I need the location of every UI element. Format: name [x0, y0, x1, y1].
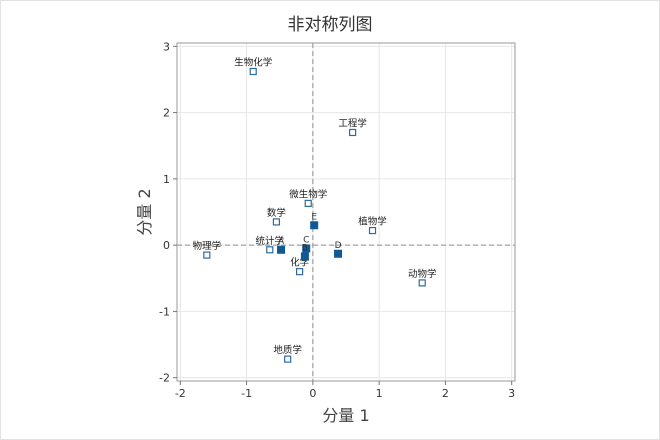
group-label: A: [278, 237, 285, 247]
y-tick-label: -1: [159, 305, 170, 318]
x-tick-label: 0: [309, 387, 316, 400]
x-tick-label: 2: [442, 387, 449, 400]
point-label: 统计学: [256, 235, 285, 247]
point-label: 微生物学: [289, 188, 327, 200]
point-marker: [272, 218, 281, 226]
x-tick-label: -2: [175, 387, 186, 400]
point-marker: [266, 246, 274, 254]
reference-lines: [177, 43, 515, 381]
point-marker: [368, 226, 377, 235]
group-label: B: [302, 243, 308, 253]
group-label: D: [335, 241, 342, 251]
x-axis-title: 分量 1: [322, 406, 369, 425]
y-tick-label: 3: [163, 40, 170, 53]
grid-lines: [177, 43, 515, 381]
y-tick-label: -2: [159, 372, 170, 385]
x-tick-label: 1: [376, 387, 383, 400]
y-tick-label: 1: [163, 173, 170, 186]
group-marker: [302, 244, 311, 253]
chart-title: 非对称列图: [287, 15, 373, 35]
group-marker: [334, 249, 343, 258]
point-label: 生物化学: [234, 56, 272, 68]
point-marker: [418, 279, 426, 287]
point-label: 植物学: [358, 216, 387, 228]
axis-ticks: -2 -1 0 1 2 3 -2 -1 0 1 2 3: [159, 40, 515, 400]
y-axis-title: 分量 2: [135, 188, 154, 235]
y-tick-label: 2: [163, 107, 170, 120]
plot-area: [176, 42, 516, 382]
group-label: C: [303, 235, 309, 245]
point-label: 数学: [267, 207, 286, 219]
group-marker: [277, 245, 286, 254]
point-marker: [304, 199, 312, 207]
y-tick-label: 0: [163, 239, 170, 252]
point-label: 动物学: [408, 268, 437, 280]
point-label: 工程学: [338, 117, 367, 129]
point-label: 地质学: [273, 344, 302, 356]
point-marker: [296, 268, 304, 276]
point-marker: [284, 355, 292, 363]
group-marker: [310, 221, 319, 230]
point-marker: [249, 67, 257, 76]
x-tick-label: -1: [241, 387, 252, 400]
point-label: 物理学: [193, 240, 222, 252]
group-label: E: [311, 212, 317, 222]
group-marker: [300, 252, 309, 261]
point-marker: [203, 251, 211, 259]
x-tick-label: 3: [508, 387, 515, 400]
point-marker: [349, 128, 357, 137]
